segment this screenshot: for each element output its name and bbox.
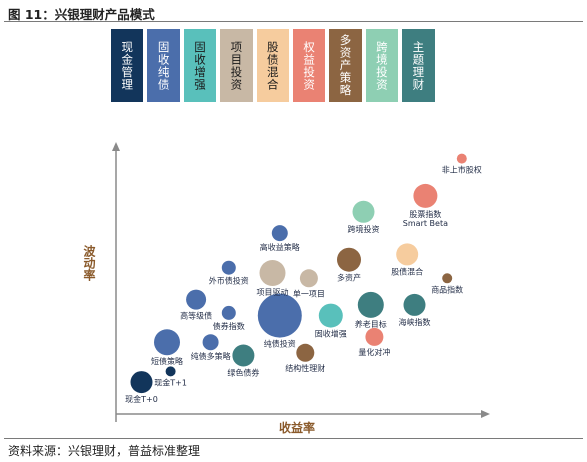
category-label: 固收纯债	[156, 40, 171, 91]
bubble-label-4: 高等级债	[180, 311, 212, 321]
bubble-11	[271, 225, 288, 242]
category-cell-1: 固收纯债	[147, 29, 180, 102]
product-category-strip: 现金管理 固收纯债 固收增强 项目投资 股债混合 权益投资 多资产策略 跨境投资 主题理财	[111, 29, 435, 102]
category-label: 项目投资	[229, 40, 244, 91]
category-label: 跨境投资	[374, 40, 389, 91]
bubble-9	[259, 260, 286, 286]
bubble-label-6: 债券指数	[213, 321, 245, 331]
bubble-10	[299, 269, 318, 288]
bubble-5	[221, 260, 236, 275]
bubble-label-15: 养老目标	[355, 319, 387, 329]
bubble-14	[337, 247, 361, 272]
category-label: 固收增强	[192, 40, 207, 91]
category-cell-0: 现金管理	[111, 29, 144, 102]
bubble-label-10: 单一项目	[293, 288, 325, 298]
bubble-label-9: 项目驱动	[257, 287, 289, 297]
bubble-label-11: 高收益策略	[260, 242, 300, 252]
bubble-15	[357, 291, 384, 318]
bubble-1	[165, 366, 176, 377]
category-label: 现金管理	[120, 40, 135, 91]
category-label: 股债混合	[265, 40, 280, 91]
bubble-label-18: 海峡指数	[399, 317, 431, 327]
bubble-label-7: 绿色债券	[227, 368, 259, 378]
bubble-label-5: 外币债投资	[209, 276, 249, 286]
y-axis-label: 波动率	[82, 244, 96, 282]
category-cell-3: 项目投资	[220, 29, 253, 102]
bubble-label-14: 多资产	[337, 273, 361, 283]
bubble-17	[352, 200, 375, 223]
category-cell-4: 股债混合	[256, 29, 289, 102]
category-cell-6: 多资产策略	[329, 29, 362, 102]
bubble-label-12: 结构性理财	[285, 363, 325, 373]
bubble-label-0: 现金T+0	[125, 394, 158, 404]
bubble-18	[403, 293, 426, 316]
bubble-8	[257, 293, 302, 338]
bubble-20	[442, 273, 453, 284]
bubble-label-13: 固收增强	[315, 329, 347, 339]
bubble-3	[202, 334, 219, 351]
bubble-label-2: 短债策略	[151, 356, 183, 366]
bottom-rule	[4, 438, 583, 439]
category-label: 主题理财	[411, 40, 426, 91]
category-cell-2: 固收增强	[183, 29, 217, 102]
bubble-0	[130, 371, 153, 394]
category-cell-5: 权益投资	[292, 29, 326, 102]
bubble-label-3: 纯债多策略	[191, 351, 231, 361]
x-axis-arrow	[481, 410, 490, 418]
bubble-12	[296, 343, 315, 362]
y-axis-arrow	[112, 142, 120, 151]
bubble-label-22: 非上市股权	[442, 165, 482, 175]
bubble-16	[365, 327, 384, 346]
bubble-2	[154, 329, 180, 356]
bubble-label-19: 股债混合	[391, 266, 423, 276]
bubble-label-17: 跨境投资	[348, 224, 380, 234]
bubble-label-16: 量化对冲	[358, 347, 390, 357]
category-label: 多资产策略	[338, 34, 353, 97]
bubble-label-20: 商品指数	[431, 284, 463, 294]
bubble-label-1: 现金T+1	[154, 377, 187, 387]
bubble-21	[413, 183, 438, 208]
category-label: 权益投资	[302, 40, 317, 91]
figure-title: 图 11：兴银理财产品模式	[8, 7, 155, 22]
top-rule	[4, 21, 583, 22]
bubble-6	[221, 305, 236, 320]
bubble-13	[318, 303, 343, 328]
x-axis-label: 收益率	[279, 420, 315, 435]
source-note: 资料来源：兴银理财，普益标准整理	[8, 444, 201, 458]
bubble-label-21: 股票指数 Smart Beta	[403, 209, 448, 228]
bubble-22	[456, 153, 467, 164]
bubble-label-8: 纯债投资	[264, 339, 296, 349]
bubble-19	[396, 243, 419, 266]
bubble-7	[232, 344, 255, 367]
category-cell-8: 主题理财	[402, 29, 435, 102]
bubble-4	[186, 289, 207, 310]
category-cell-7: 跨境投资	[365, 29, 399, 102]
